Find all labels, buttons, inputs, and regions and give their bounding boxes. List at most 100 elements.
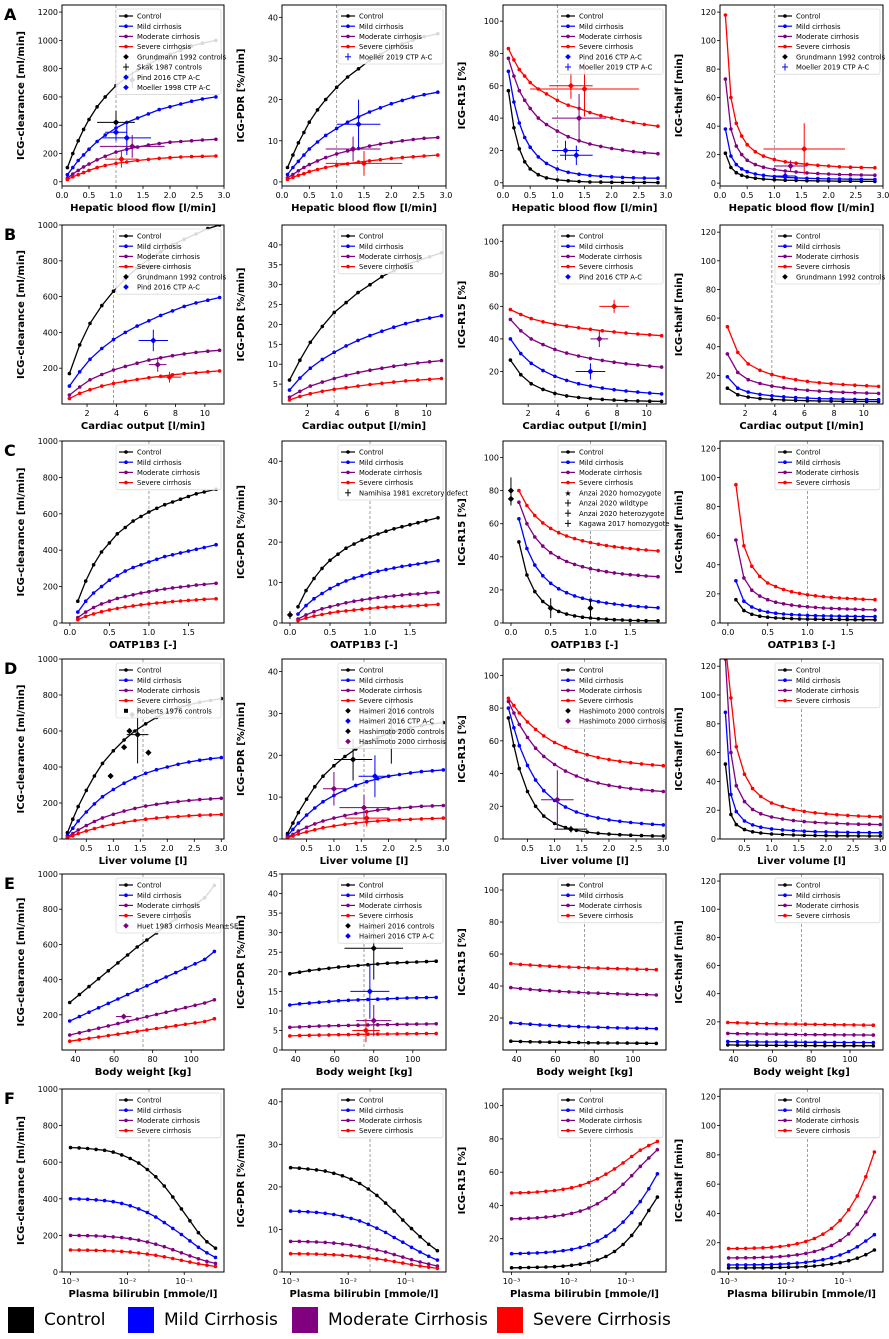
- legend-box: [557, 444, 664, 531]
- data-point: [759, 831, 763, 835]
- legend-label: Severe cirrhosis: [579, 912, 634, 920]
- legend-label: Severe cirrhosis: [796, 697, 851, 705]
- y-tick-label: 0: [53, 1268, 58, 1277]
- data-point: [213, 1255, 218, 1260]
- data-point: [344, 609, 348, 613]
- data-point: [67, 371, 72, 376]
- data-point: [125, 953, 130, 957]
- legend-marker: [124, 903, 128, 908]
- y-tick-label: 60: [489, 302, 499, 311]
- data-point: [837, 165, 842, 169]
- data-point: [522, 160, 527, 164]
- data-point: [125, 1019, 130, 1024]
- legend-marker: [566, 698, 570, 703]
- data-point: [761, 165, 766, 169]
- study-marker: [330, 785, 338, 792]
- y-tick-label: 30: [268, 929, 278, 938]
- data-point: [556, 609, 561, 614]
- x-tick-label: 40: [70, 1055, 80, 1064]
- y-tick-label: 1200: [38, 8, 58, 17]
- data-point: [734, 538, 738, 542]
- data-point: [528, 80, 532, 85]
- legend-label: Moderate cirrhosis: [796, 902, 859, 910]
- y-tick-label: 200: [43, 583, 58, 592]
- data-point: [628, 618, 632, 623]
- y-axis-label: ICG-clearance [ml/min]: [16, 250, 27, 379]
- data-point: [400, 593, 404, 597]
- data-point: [753, 172, 758, 176]
- data-point: [864, 1210, 868, 1214]
- legend-label: Moeller 2019 CTP A-C: [579, 64, 653, 72]
- data-point: [188, 1254, 192, 1258]
- data-point: [313, 822, 317, 826]
- data-point: [837, 177, 842, 181]
- data-point: [343, 822, 347, 827]
- data-point: [287, 378, 292, 382]
- data-point: [352, 542, 356, 546]
- series-line-moderate-cirrhosis: [727, 1032, 874, 1036]
- data-point: [569, 1185, 574, 1190]
- data-point: [604, 1254, 608, 1259]
- legend-label: Hashimoto 2000 controls: [359, 728, 445, 736]
- data-point: [845, 830, 850, 835]
- data-point: [813, 594, 818, 598]
- data-point: [629, 1173, 634, 1178]
- data-point: [122, 820, 126, 825]
- data-point: [164, 1010, 168, 1014]
- data-point: [536, 116, 541, 120]
- data-point: [383, 1230, 388, 1235]
- plot-area: [509, 961, 659, 1046]
- data-point: [171, 1226, 175, 1231]
- data-point: [119, 1249, 124, 1254]
- data-point: [202, 1019, 207, 1024]
- data-point: [742, 608, 746, 613]
- data-point: [213, 1246, 218, 1250]
- data-point: [385, 961, 390, 965]
- data-point: [424, 959, 429, 964]
- data-point: [650, 763, 655, 767]
- data-point: [802, 833, 806, 838]
- data-point: [356, 67, 361, 71]
- legend-label: Severe cirrhosis: [137, 697, 192, 705]
- data-point: [106, 1033, 111, 1038]
- legend-label: Haimeri 2016 CTP A-C: [359, 933, 434, 941]
- data-point: [861, 1044, 866, 1048]
- data-point: [541, 544, 545, 548]
- data-point: [114, 161, 118, 166]
- x-tick-label: 3.0: [874, 844, 887, 853]
- data-point: [357, 1244, 362, 1249]
- legend-box: [337, 1092, 444, 1139]
- data-point: [77, 343, 82, 347]
- legend-label: Mild cirrhosis: [796, 892, 841, 900]
- x-tick-label: 100: [184, 1055, 199, 1064]
- data-point: [312, 609, 316, 614]
- data-point: [368, 571, 372, 576]
- legend-label: Severe cirrhosis: [796, 263, 851, 271]
- data-point: [536, 155, 541, 159]
- data-point: [385, 1032, 390, 1036]
- data-point: [812, 1236, 817, 1241]
- legend-marker: [346, 688, 350, 693]
- data-point: [71, 817, 75, 821]
- data-point: [298, 358, 302, 363]
- y-tick-label: 60: [706, 749, 716, 758]
- panel-letter-F: F: [4, 1089, 15, 1108]
- data-point: [725, 324, 730, 329]
- data-point: [566, 103, 570, 107]
- data-point: [187, 814, 191, 818]
- data-point: [87, 1028, 91, 1033]
- legend-label: Skak 1987 controls: [137, 64, 202, 72]
- data-point: [145, 1252, 150, 1256]
- data-point: [596, 966, 600, 970]
- legend-marker: [345, 933, 351, 939]
- x-tick-label: 1.0: [765, 844, 778, 853]
- data-point: [506, 716, 511, 720]
- legend-marker: [346, 234, 350, 238]
- data-point: [816, 176, 820, 181]
- data-point: [587, 1242, 591, 1247]
- data-point: [297, 1209, 302, 1214]
- data-point: [111, 337, 116, 342]
